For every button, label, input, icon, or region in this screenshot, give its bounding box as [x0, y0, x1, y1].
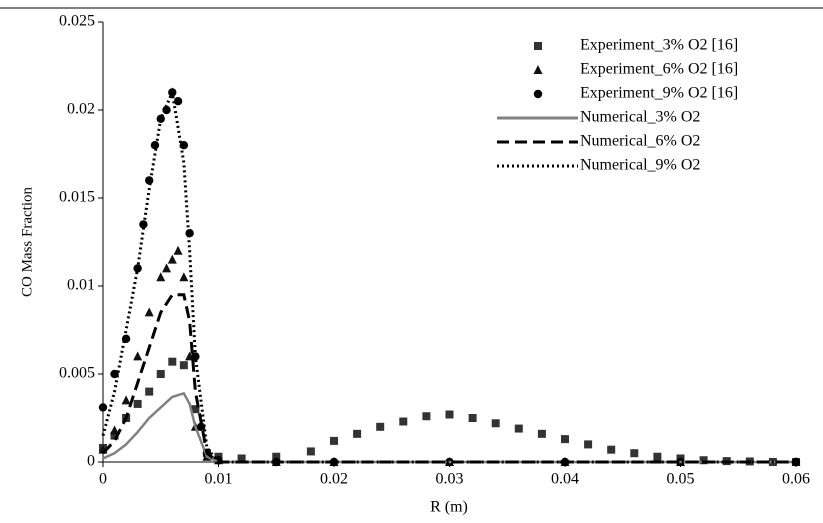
marker-square [330, 436, 338, 445]
marker-square [145, 387, 154, 396]
x-tick-label: 0.04 [551, 471, 579, 488]
marker-square [237, 454, 246, 463]
y-tick-label: 0.01 [67, 277, 95, 294]
marker-square [399, 417, 408, 426]
legend-swatch [534, 42, 542, 50]
marker-triangle [156, 272, 166, 282]
x-tick-label: 0 [99, 471, 107, 488]
marker-square [272, 452, 281, 461]
marker-circle [156, 114, 165, 124]
legend-label: Numerical_3% O2 [580, 109, 700, 126]
x-tick-label: 0.06 [782, 471, 810, 488]
marker-square [468, 414, 477, 422]
y-axis-label: CO Mass Fraction [19, 187, 35, 297]
marker-square [376, 422, 385, 431]
series-line [102, 391, 796, 464]
legend-label: Experiment_3% O2 [16] [580, 37, 738, 54]
marker-square [653, 452, 662, 461]
y-tick-label: 0.015 [59, 189, 95, 206]
marker-square [306, 447, 315, 456]
marker-square [491, 419, 500, 428]
y-tick-label: 0.02 [67, 101, 95, 118]
marker-circle [173, 97, 183, 106]
marker-triangle [162, 263, 172, 273]
y-tick-label: 0 [87, 453, 95, 470]
legend-label: Numerical_9% O2 [580, 157, 700, 174]
marker-square [607, 445, 616, 454]
marker-square [168, 357, 177, 366]
series-line [101, 87, 796, 464]
marker-triangle [121, 395, 131, 405]
series-line [101, 293, 796, 464]
x-tick-label: 0.02 [320, 471, 348, 488]
marker-circle [162, 105, 171, 115]
marker-square [133, 399, 142, 408]
marker-triangle [167, 254, 177, 264]
y-tick-label: 0.005 [59, 365, 95, 382]
marker-triangle [110, 425, 120, 435]
legend-swatch [533, 89, 543, 99]
marker-triangle [179, 272, 189, 282]
marker-square [445, 410, 454, 419]
legend-swatch [533, 65, 543, 74]
marker-square [156, 370, 165, 378]
marker-square [699, 456, 708, 465]
marker-triangle [173, 245, 183, 255]
marker-square [110, 431, 119, 440]
legend-label: Experiment_9% O2 [16] [580, 85, 738, 102]
y-tick-label: 0.025 [59, 13, 95, 30]
marker-square [179, 361, 188, 370]
x-tick-label: 0.01 [205, 471, 233, 488]
marker-triangle [133, 351, 143, 361]
marker-triangle [144, 307, 154, 317]
x-tick-label: 0.03 [436, 471, 464, 488]
marker-square [422, 412, 431, 421]
marker-square [191, 405, 200, 414]
legend-label: Numerical_6% O2 [580, 133, 700, 150]
marker-square [353, 429, 362, 438]
marker-square [561, 435, 569, 444]
marker-square [630, 449, 639, 458]
marker-square [537, 429, 546, 438]
x-tick-label: 0.05 [667, 471, 695, 488]
x-axis-label: R (m) [430, 499, 468, 516]
legend-label: Experiment_6% O2 [16] [580, 61, 738, 78]
marker-square [584, 440, 593, 449]
marker-square [514, 424, 523, 433]
marker-circle [98, 403, 108, 412]
